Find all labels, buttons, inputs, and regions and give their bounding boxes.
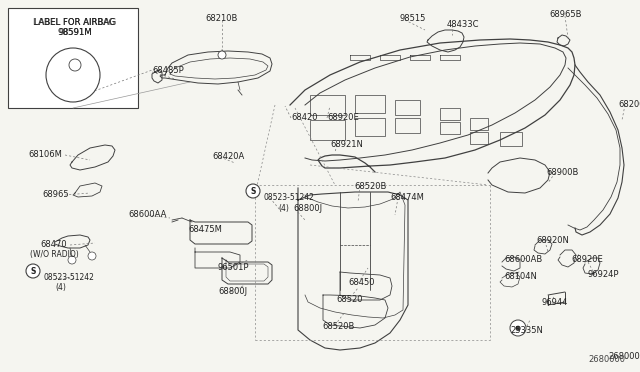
Text: 68965: 68965: [42, 190, 68, 199]
Text: 68920E: 68920E: [571, 255, 603, 264]
Text: 96924P: 96924P: [587, 270, 618, 279]
Bar: [500, 132, 522, 146]
Circle shape: [26, 264, 40, 278]
Text: 68965B: 68965B: [549, 10, 582, 19]
Text: 98591M: 98591M: [58, 28, 92, 37]
Text: S: S: [250, 186, 256, 196]
Text: (4): (4): [278, 204, 289, 213]
Text: 96501P: 96501P: [218, 263, 250, 272]
Text: 68420: 68420: [291, 113, 317, 122]
Text: 68600AA: 68600AA: [128, 210, 166, 219]
Text: 68475M: 68475M: [188, 225, 222, 234]
Bar: [440, 122, 460, 134]
Text: 48433C: 48433C: [447, 20, 479, 29]
Bar: [310, 95, 345, 115]
Text: 2680000: 2680000: [608, 352, 640, 361]
Circle shape: [510, 320, 526, 336]
Text: ●: ●: [515, 325, 521, 331]
Text: 68104N: 68104N: [504, 272, 537, 281]
Circle shape: [218, 51, 226, 59]
Text: 68520B: 68520B: [322, 322, 355, 331]
Text: 68520B: 68520B: [354, 182, 387, 191]
Text: 68520: 68520: [336, 295, 362, 304]
Bar: [395, 100, 420, 115]
Bar: [470, 118, 488, 130]
Text: S: S: [30, 266, 36, 276]
Text: 98515: 98515: [400, 14, 426, 23]
Text: 08523-51242: 08523-51242: [44, 273, 95, 282]
Circle shape: [246, 184, 260, 198]
Text: 68210B: 68210B: [206, 14, 238, 23]
Text: 98591M: 98591M: [58, 28, 92, 37]
Text: 68474M: 68474M: [390, 193, 424, 202]
Text: 68420A: 68420A: [212, 152, 244, 161]
Text: 68920E: 68920E: [327, 113, 359, 122]
Text: 96944: 96944: [542, 298, 568, 307]
Text: 68900B: 68900B: [546, 168, 579, 177]
Circle shape: [88, 252, 96, 260]
Circle shape: [68, 256, 76, 264]
Text: 68106M: 68106M: [28, 150, 62, 159]
Bar: [355, 118, 385, 136]
Text: 2680000: 2680000: [588, 355, 625, 364]
Bar: [395, 118, 420, 133]
Bar: [8, 8, 138, 108]
Circle shape: [69, 59, 81, 71]
Text: 68921N: 68921N: [330, 140, 363, 149]
Circle shape: [46, 48, 100, 102]
Text: 68800J: 68800J: [218, 287, 247, 296]
Bar: [440, 108, 460, 120]
Text: 68600AB: 68600AB: [504, 255, 542, 264]
Bar: [355, 95, 385, 113]
Text: (4): (4): [55, 283, 66, 292]
Text: 68485P: 68485P: [152, 66, 184, 75]
Text: 68470: 68470: [40, 240, 67, 249]
Bar: [470, 132, 488, 144]
Text: LABEL FOR AIRBAG: LABEL FOR AIRBAG: [35, 18, 116, 27]
Text: LABEL FOR AIRBAG: LABEL FOR AIRBAG: [33, 18, 116, 27]
Text: (W/O RADIO): (W/O RADIO): [30, 250, 79, 259]
Text: 68800J: 68800J: [293, 204, 322, 213]
Text: 68920N: 68920N: [536, 236, 569, 245]
Bar: [310, 120, 345, 140]
Text: 68200: 68200: [618, 100, 640, 109]
Text: 25335N: 25335N: [510, 326, 543, 335]
Text: 68450: 68450: [348, 278, 374, 287]
Text: 08523-51242: 08523-51242: [263, 193, 314, 202]
